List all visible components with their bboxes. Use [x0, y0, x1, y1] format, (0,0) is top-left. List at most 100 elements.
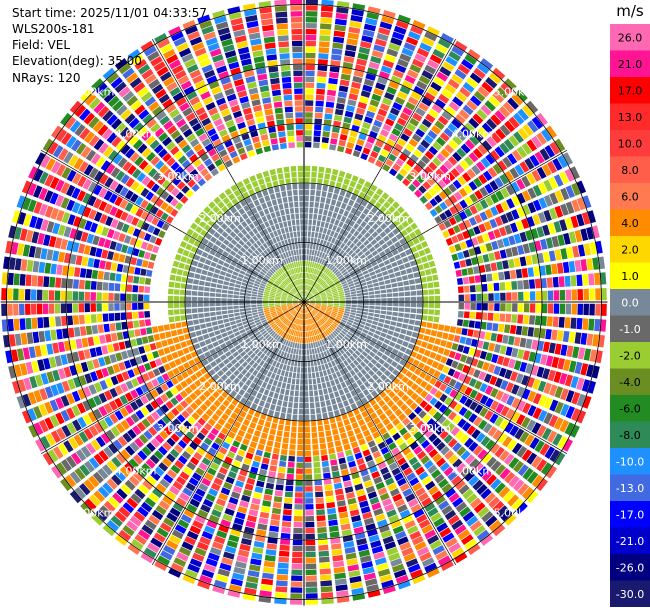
velocity-gate [249, 321, 255, 326]
velocity-gate [332, 428, 339, 436]
velocity-gate [479, 199, 489, 210]
velocity-gate [308, 373, 312, 379]
velocity-gate [314, 283, 319, 289]
velocity-gate [388, 223, 396, 231]
velocity-gate [230, 358, 238, 365]
velocity-gate [371, 390, 378, 398]
velocity-gate [292, 372, 297, 379]
velocity-gate [506, 395, 515, 406]
velocity-gate [305, 34, 317, 41]
velocity-gate [305, 569, 317, 576]
velocity-gate [273, 326, 279, 331]
velocity-gate [93, 408, 103, 420]
velocity-gate [513, 257, 521, 268]
velocity-gate [160, 356, 168, 364]
velocity-gate [508, 358, 516, 369]
velocity-gate [381, 328, 389, 334]
velocity-gate [253, 492, 262, 499]
velocity-gate [294, 396, 299, 403]
velocity-gate [244, 526, 255, 534]
velocity-gate [523, 303, 530, 313]
velocity-gate [331, 353, 337, 360]
velocity-gate [411, 296, 417, 302]
velocity-gate [81, 256, 89, 267]
velocity-gate [415, 386, 424, 395]
velocity-gate [379, 103, 390, 112]
velocity-gate [576, 318, 583, 330]
velocity-gate [276, 478, 285, 485]
velocity-gate [304, 414, 310, 421]
velocity-gate [7, 303, 13, 316]
velocity-gate [79, 464, 91, 477]
velocity-gate [305, 100, 314, 106]
velocity-gate [305, 557, 317, 564]
velocity-gate [182, 347, 190, 355]
velocity-gate [354, 267, 360, 272]
velocity-gate [448, 350, 456, 359]
velocity-gate [114, 208, 124, 219]
velocity-gate [335, 415, 342, 422]
velocity-gate [335, 445, 343, 453]
velocity-gate [112, 252, 120, 262]
velocity-gate [437, 347, 445, 355]
velocity-gate [276, 309, 282, 313]
velocity-gate [355, 284, 361, 288]
velocity-gate [423, 349, 431, 357]
velocity-gate [382, 472, 392, 481]
velocity-gate [505, 281, 512, 291]
velocity-gate [502, 260, 509, 270]
velocity-gate [481, 81, 494, 93]
velocity-gate [274, 299, 281, 301]
velocity-gate [399, 297, 405, 302]
velocity-gate [319, 340, 323, 346]
velocity-gate [257, 379, 263, 386]
velocity-gate [472, 445, 483, 456]
velocity-gate [293, 311, 298, 317]
velocity-gate [339, 332, 345, 338]
velocity-gate [443, 466, 454, 477]
velocity-gate [572, 245, 580, 258]
velocity-gate [220, 487, 231, 496]
velocity-gate [416, 420, 425, 430]
velocity-gate [239, 302, 245, 305]
velocity-gate [269, 321, 275, 326]
velocity-gate [124, 202, 134, 212]
velocity-gate [349, 355, 355, 362]
velocity-gate [202, 264, 210, 271]
velocity-gate [420, 455, 430, 465]
velocity-gate [454, 202, 463, 212]
velocity-gate [188, 359, 196, 367]
velocity-gate [278, 312, 284, 317]
velocity-gate [270, 323, 277, 328]
velocity-gate [362, 329, 369, 334]
velocity-gate [521, 218, 530, 229]
velocity-gate [186, 258, 193, 265]
velocity-gate [513, 131, 524, 144]
velocity-gate [84, 314, 91, 324]
velocity-gate [393, 569, 407, 579]
velocity-gate [365, 73, 376, 81]
velocity-gate [257, 275, 263, 281]
velocity-gate [513, 479, 525, 492]
velocity-gate [124, 462, 135, 473]
velocity-gate [427, 282, 434, 289]
velocity-gate [203, 437, 213, 446]
velocity-gate [69, 254, 77, 265]
velocity-gate [340, 242, 346, 249]
velocity-gate [462, 249, 470, 258]
velocity-gate [298, 302, 304, 304]
velocity-gate [144, 294, 150, 302]
velocity-gate [409, 285, 416, 291]
velocity-gate [481, 511, 494, 523]
velocity-gate [227, 302, 233, 306]
velocity-gate [352, 264, 359, 270]
velocity-gate [261, 330, 267, 336]
velocity-gate [179, 471, 190, 481]
velocity-gate [225, 272, 232, 278]
velocity-gate [215, 302, 221, 307]
velocity-gate [384, 227, 391, 235]
velocity-gate [336, 315, 343, 319]
velocity-gate [227, 417, 235, 425]
velocity-gate [33, 406, 43, 419]
velocity-gate [478, 264, 486, 273]
